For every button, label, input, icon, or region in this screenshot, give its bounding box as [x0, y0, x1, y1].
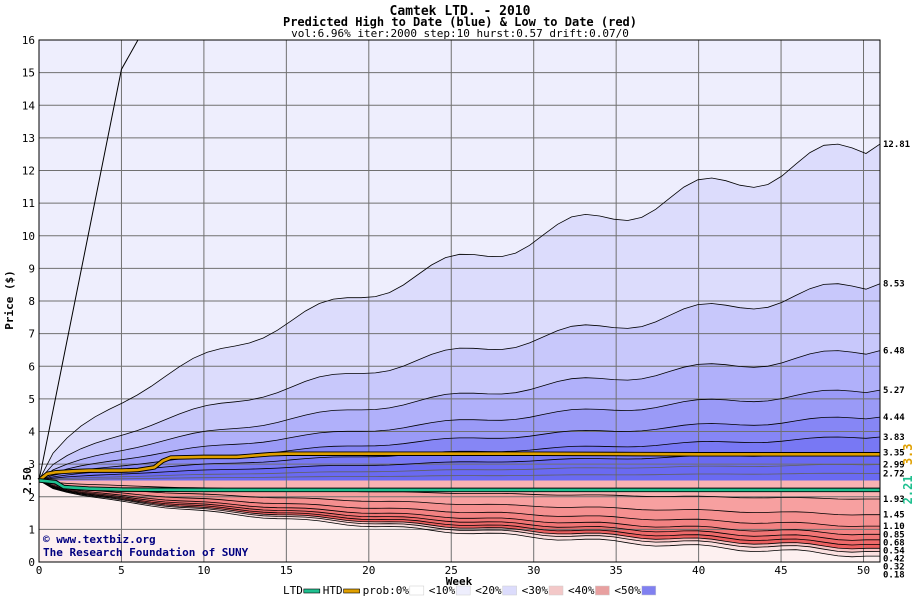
legend-swatch-1: [343, 588, 360, 594]
x-tick-label: 50: [857, 564, 870, 577]
y-tick-label: 15: [22, 67, 35, 80]
x-axis-title: Week: [446, 575, 473, 588]
low-quantile-line: [38, 480, 880, 550]
y-tick-label: 16: [22, 34, 35, 47]
x-tick-label: 20: [362, 564, 375, 577]
x-tick-label: 10: [197, 564, 210, 577]
legend-swatch-2: [409, 585, 425, 596]
y-tick-label: 7: [28, 328, 35, 341]
high-quantile-line: [38, 283, 881, 481]
legend-swatch-5: [548, 585, 564, 596]
y-tick-label: 6: [28, 360, 35, 373]
high-outer-line: [38, 39, 139, 481]
legend-label-4: <20%: [475, 584, 502, 597]
end-value-label: 0.85: [883, 530, 905, 540]
y-tick-label: 2: [28, 491, 35, 504]
y-tick-label: 14: [22, 99, 36, 112]
high-quantile-line: [38, 143, 881, 481]
plot-area: 0 5 10 15 20 25 30 35 40 45 5001234567891011121314…: [21, 34, 915, 580]
low-quantile-line: [38, 480, 880, 546]
low-quantile-line: [38, 480, 880, 558]
high-quantile-line: [38, 389, 881, 481]
y-tick-label: 10: [22, 230, 35, 243]
start-price-label: 2.50: [21, 467, 34, 494]
legend: LTD HTD prob:0% <10% <20% <30% <40% <50%: [283, 584, 657, 597]
low-quantile-line: [38, 480, 880, 541]
end-value-label: 0.54: [883, 546, 905, 556]
y-tick-label: 1: [28, 523, 35, 536]
legend-label-1: HTD: [323, 584, 343, 597]
legend-swatch-7: [641, 585, 657, 596]
chart-title: Camtek LTD. - 2010: [390, 4, 531, 19]
y-tick-label: 5: [28, 393, 35, 406]
legend-swatch-4: [502, 585, 517, 596]
x-tick-label: 30: [527, 564, 540, 577]
ltd-series-line: [38, 479, 880, 492]
high-quantile-line: [38, 350, 881, 481]
high-quantile-line: [38, 436, 881, 481]
low-quantile-line: [38, 480, 880, 527]
end-value-label: 8.53: [883, 280, 905, 290]
y-tick-label: 9: [28, 262, 35, 275]
plot-border: [38, 39, 881, 563]
x-tick-label: 5: [118, 564, 125, 577]
median-line: [38, 472, 881, 481]
y-tick-label: 12: [22, 165, 35, 178]
end-value-label: 5.27: [883, 386, 905, 396]
end-value-label: 12.81: [883, 140, 910, 150]
legend-swatch-0: [303, 588, 321, 594]
y-tick-label: 3: [28, 458, 35, 471]
ltd-end-label: 2.21: [901, 475, 915, 504]
legend-label-7: <50%: [614, 584, 641, 597]
x-tick-label: 25: [445, 564, 458, 577]
y-tick-label: 8: [28, 295, 35, 308]
end-value-label: 0.68: [883, 538, 905, 548]
legend-swatch-3: [455, 585, 471, 596]
end-value-label: 2.72: [883, 469, 905, 479]
legend-swatch-6: [595, 585, 610, 596]
x-tick-label: 15: [280, 564, 293, 577]
end-value-label: 4.44: [883, 413, 905, 423]
legend-label-5: <30%: [522, 584, 549, 597]
x-tick-label: 0: [36, 564, 43, 577]
legend-label-2: prob:0%: [363, 584, 410, 597]
x-tick-label: 35: [610, 564, 623, 577]
htd-series-line: [38, 452, 880, 482]
y-axis-title: Price ($): [3, 270, 16, 330]
end-value-label: 0.32: [883, 562, 905, 572]
y-tick-label: 4: [28, 426, 35, 439]
end-value-label: 6.48: [883, 347, 905, 357]
low-quantile-line: [38, 480, 880, 536]
x-tick-label: 45: [774, 564, 787, 577]
median-line: [38, 464, 881, 481]
chart-subtitle: Predicted High to Date (blue) & Low to D…: [283, 15, 637, 29]
end-value-label: 0.18: [883, 570, 905, 580]
legend-label-3: <10%: [429, 584, 456, 597]
legend-label-0: LTD: [283, 584, 303, 597]
y-tick-label: 13: [22, 132, 35, 145]
end-value-label: 1.93: [883, 495, 905, 505]
chart-params: vol:6.96% iter:2000 step:10 hurst:0.57 d…: [291, 27, 629, 40]
y-tick-label: 11: [22, 197, 35, 210]
legend-label-6: <40%: [568, 584, 595, 597]
end-value-label: 3.83: [883, 433, 905, 443]
credit-line-1: © www.textbiz.org: [43, 533, 156, 546]
low-quantile-line: [38, 480, 881, 553]
credit-line-2: The Research Foundation of SUNY: [43, 546, 249, 559]
end-value-label: 0.42: [883, 554, 905, 564]
end-value-label: 3.35: [883, 449, 905, 459]
low-quantile-line: [38, 480, 880, 516]
low-quantile-line: [38, 480, 880, 500]
x-tick-label: 40: [692, 564, 705, 577]
end-value-label: 1.10: [883, 522, 905, 532]
end-value-label: 1.45: [883, 511, 905, 521]
end-value-label: 2.99: [883, 460, 905, 470]
htd-end-label: 3.3: [901, 443, 915, 465]
y-tick-label: 0: [28, 556, 35, 569]
